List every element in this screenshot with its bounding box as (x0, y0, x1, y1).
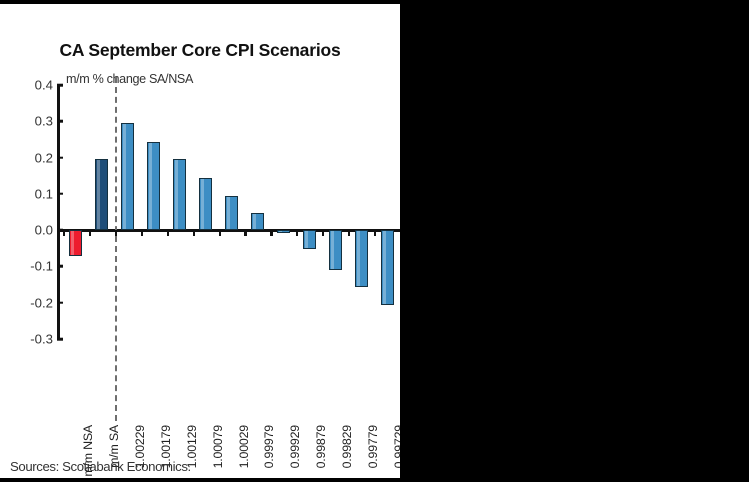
x-tick-mark (348, 230, 351, 237)
bar-highlight (71, 231, 75, 255)
x-tick-mark (374, 230, 377, 237)
bar-highlight (252, 214, 256, 230)
bar-highlight (227, 196, 230, 230)
y-tick-mark (57, 156, 63, 159)
x-tick-label: 0.99829 (340, 425, 355, 469)
y-tick-label: -0.2 (30, 295, 53, 311)
y-tick-mark (57, 228, 63, 232)
x-tick-mark (218, 230, 221, 237)
y-tick-label: 0.2 (34, 150, 53, 166)
x-tick-mark (140, 230, 143, 237)
y-tick-mark (57, 192, 63, 196)
bar-highlight (330, 231, 334, 270)
x-tick-label: 1.00079 (210, 425, 225, 469)
bar (328, 230, 342, 271)
x-tick-mark (270, 230, 273, 237)
y-tick-mark (57, 337, 63, 341)
x-tick-mark (114, 230, 118, 237)
bar-highlight (175, 160, 179, 230)
x-tick-mark (166, 230, 169, 237)
page-title: CA September Core CPI Scenarios (59, 40, 341, 60)
y-tick-label: 0.3 (34, 113, 53, 129)
x-tick-label: 0.99779 (366, 425, 381, 469)
bar-highlight (123, 124, 127, 230)
bar (147, 141, 161, 231)
y-tick-mark (57, 301, 63, 304)
x-tick-mark (192, 230, 195, 237)
y-tick-mark (57, 83, 63, 87)
bar-highlight (304, 231, 308, 249)
zero-baseline (57, 228, 400, 232)
y-tick-mark (57, 119, 63, 123)
y-tick-label: -0.3 (30, 331, 53, 347)
source-note: Sources: Scotiabank Economics. (10, 459, 191, 474)
chart-figure: CA September Core CPI Scenarios m/m % ch… (0, 4, 400, 478)
plot-area: 0.4 0.3 0.2 0.1 0.0 -0.1 -0.2 -0.3 m/m NSA m/m S… (30, 77, 400, 477)
y-tick-label: -0.1 (30, 258, 53, 274)
bar (69, 230, 83, 256)
bar (121, 123, 135, 231)
bar (225, 195, 238, 231)
bar (354, 230, 368, 288)
x-tick-mark (322, 230, 325, 237)
scenario-divider-line (114, 77, 117, 421)
y-tick-label: 0.4 (34, 77, 53, 93)
x-tick-mark (63, 230, 66, 237)
bar (173, 159, 187, 231)
bar (380, 230, 394, 305)
x-tick-label: 0.99929 (288, 425, 303, 469)
x-tick-mark (296, 230, 299, 237)
y-tick-label: 0.0 (34, 222, 53, 238)
bar-highlight (201, 178, 205, 230)
x-tick-label: 0.99979 (262, 425, 277, 469)
bar (276, 230, 290, 233)
bar-highlight (97, 160, 101, 230)
bar-highlight (356, 231, 360, 287)
bar (199, 177, 213, 231)
y-tick-label: 0.1 (34, 186, 53, 202)
bar (95, 159, 109, 231)
y-tick-mark (57, 265, 63, 268)
x-tick-mark (88, 230, 92, 237)
chart-subtitle: m/m % change SA/NSA (66, 72, 194, 86)
bar-highlight (278, 231, 282, 232)
x-tick-label: 1.00029 (236, 425, 251, 469)
bar (250, 213, 264, 231)
bar-highlight (382, 231, 386, 304)
x-tick-label: 0.99879 (314, 425, 329, 469)
bar-highlight (149, 142, 153, 230)
x-tick-label: 0.99729 (392, 425, 400, 469)
y-axis-spine (57, 85, 60, 339)
bar (302, 230, 316, 250)
x-tick-mark (244, 230, 247, 237)
